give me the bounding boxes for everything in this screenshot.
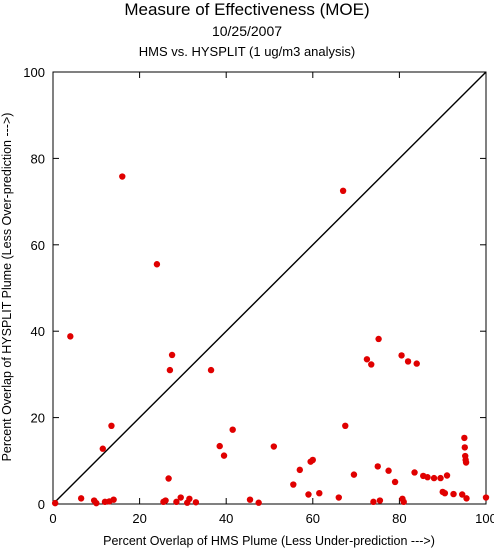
data-point xyxy=(458,491,466,498)
data-point xyxy=(441,490,449,497)
data-point xyxy=(342,422,349,430)
data-point xyxy=(119,173,126,180)
y-tick-label: 40 xyxy=(31,324,45,339)
x-tick-label: 40 xyxy=(219,511,233,526)
data-point xyxy=(462,459,470,466)
data-point xyxy=(246,496,254,503)
plot-area xyxy=(52,71,487,505)
data-point xyxy=(376,497,384,504)
data-points xyxy=(51,173,490,507)
data-point xyxy=(51,499,59,507)
data-point xyxy=(335,494,342,501)
data-point xyxy=(108,422,115,430)
data-point xyxy=(411,469,418,476)
data-point xyxy=(424,474,431,481)
x-axis-label: Percent Overlap of HMS Plume (Less Under… xyxy=(103,534,435,548)
data-point xyxy=(177,494,184,501)
data-point xyxy=(305,491,312,498)
data-point xyxy=(186,495,193,503)
x-tick-label: 20 xyxy=(132,511,146,526)
data-point xyxy=(437,474,444,482)
x-tick-label: 80 xyxy=(392,511,406,526)
data-point xyxy=(207,366,215,374)
data-point xyxy=(400,498,407,506)
data-point xyxy=(350,471,358,478)
data-point xyxy=(173,498,180,506)
data-point xyxy=(153,261,161,268)
data-point xyxy=(404,358,412,365)
chart-subtitle-date: 10/25/2007 xyxy=(211,23,283,39)
data-point xyxy=(398,352,405,359)
data-point xyxy=(220,452,228,459)
axis-ticks: 0 20 40 60 80 100 0 20 40 60 80 100 xyxy=(23,65,494,526)
data-point xyxy=(413,360,420,367)
data-point xyxy=(461,444,468,451)
title-block: Measure of Effectiveness (MOE) 10/25/200… xyxy=(0,0,494,61)
data-point xyxy=(270,443,278,450)
data-point xyxy=(93,499,100,507)
data-point xyxy=(443,472,451,479)
data-point xyxy=(296,466,304,474)
data-point xyxy=(216,442,223,450)
x-tick-label: 100 xyxy=(475,511,494,526)
data-point xyxy=(363,356,371,363)
data-point xyxy=(166,366,174,374)
data-point xyxy=(482,494,490,501)
chart-subtitle-analysis: HMS vs. HYSPLIT (1 ug/m3 analysis) xyxy=(138,44,356,59)
data-point xyxy=(99,445,106,452)
data-point xyxy=(461,434,468,442)
data-point xyxy=(168,351,176,359)
data-point xyxy=(67,333,74,340)
y-tick-label: 0 xyxy=(38,497,45,512)
x-tick-label: 60 xyxy=(306,511,320,526)
data-point xyxy=(229,426,236,433)
data-point xyxy=(385,467,392,474)
chart-title: Measure of Effectiveness (MOE) xyxy=(124,0,370,19)
data-point xyxy=(255,499,262,506)
data-point xyxy=(450,490,457,498)
data-point xyxy=(339,187,347,194)
y-tick-label: 20 xyxy=(31,411,45,426)
data-point xyxy=(391,478,399,486)
data-point xyxy=(463,495,470,502)
y-tick-label: 80 xyxy=(31,151,45,166)
data-point xyxy=(309,456,316,464)
data-point xyxy=(77,495,85,502)
data-point xyxy=(165,475,172,482)
data-point xyxy=(110,496,117,503)
data-point xyxy=(374,463,381,470)
y-axis-label: Percent Overlap of HYSPLIT Plume (Less O… xyxy=(0,113,14,462)
data-point xyxy=(316,490,323,497)
y-tick-label: 100 xyxy=(23,65,45,80)
data-point xyxy=(430,474,438,482)
data-point xyxy=(370,498,377,506)
data-point xyxy=(192,499,200,506)
y-tick-label: 60 xyxy=(31,238,45,253)
x-tick-label: 0 xyxy=(49,511,56,526)
data-point xyxy=(368,361,375,368)
data-point xyxy=(375,335,382,343)
data-point xyxy=(162,497,169,504)
plot-frame xyxy=(52,71,487,505)
reference-line xyxy=(52,71,487,505)
data-point xyxy=(290,481,297,488)
